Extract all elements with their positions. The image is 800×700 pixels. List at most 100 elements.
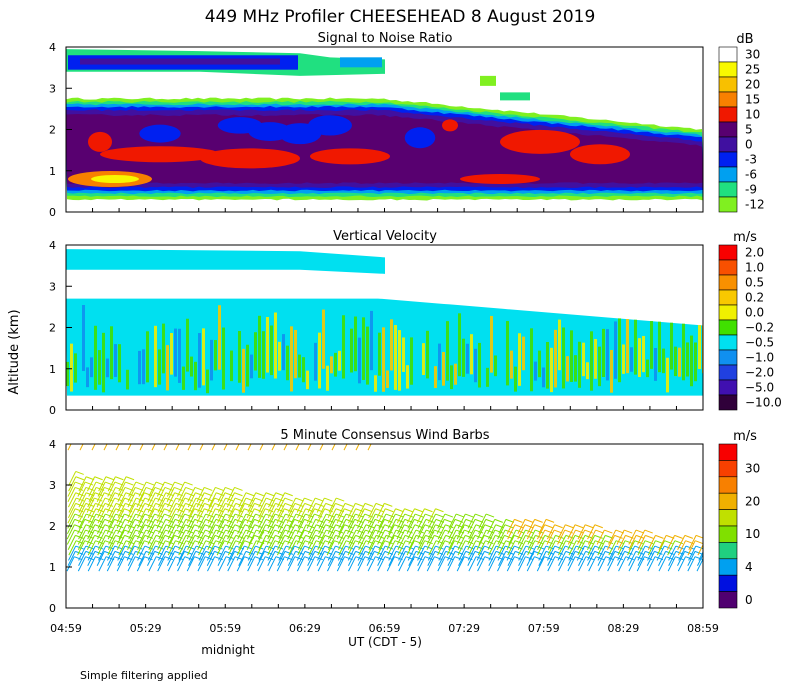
vv-streak — [114, 344, 117, 377]
wind-barb — [308, 524, 317, 540]
wind-barb — [567, 524, 576, 540]
wind-barb — [287, 524, 296, 540]
wind-barb-flag — [375, 508, 384, 513]
wind-barb — [267, 519, 276, 535]
wind-barb — [416, 508, 425, 524]
wind-barb — [67, 492, 77, 508]
wind-barb — [278, 524, 287, 540]
wind-barb — [151, 444, 156, 451]
colorbar-label: 15 — [745, 93, 760, 107]
wind-barb-flag — [364, 508, 373, 513]
wind-barb-flag — [254, 524, 263, 529]
wind-barb — [437, 524, 446, 540]
wind-barb-flag — [195, 430, 203, 433]
wind-barb — [578, 556, 587, 572]
wind-barb-flag — [655, 534, 664, 539]
vv-streak — [178, 328, 181, 383]
colorbar-label: 0.5 — [745, 276, 764, 290]
colorbar-label: 30 — [745, 48, 760, 62]
wind-barb-flag — [154, 492, 164, 497]
wind-barb — [308, 540, 317, 556]
wind-barb — [198, 545, 207, 561]
wind-barb — [577, 535, 586, 551]
wind-barb-flag — [504, 529, 514, 534]
wind-barb — [107, 535, 117, 551]
wind-barb — [367, 545, 376, 561]
wind-barb — [97, 529, 106, 545]
wind-barb-flag — [159, 430, 167, 433]
wind-barb — [618, 556, 627, 572]
wind-barb — [608, 540, 617, 556]
vv-streak — [270, 325, 273, 376]
wind-barb-flag — [704, 557, 712, 560]
wind-barb-flag — [84, 481, 94, 486]
wind-barb — [547, 535, 556, 551]
wind-barb-flag — [134, 518, 143, 523]
colorbar-label: 25 — [745, 63, 760, 77]
vv-streak — [486, 367, 489, 387]
colorbar-swatch — [718, 76, 738, 93]
wind-barb — [248, 444, 249, 445]
wind-barb — [406, 540, 415, 556]
wind-barb — [217, 513, 226, 529]
wind-barb — [378, 513, 387, 529]
wind-barb — [86, 535, 96, 551]
wind-barb — [208, 529, 217, 545]
wind-barb — [217, 497, 226, 513]
wind-barb — [152, 444, 153, 445]
wind-barb — [506, 545, 515, 561]
wind-barb — [258, 492, 267, 508]
wind-barb-flag — [265, 497, 275, 502]
wind-barb — [108, 529, 117, 545]
wind-barb — [338, 513, 347, 529]
wind-barb-flag — [575, 529, 584, 534]
wind-barb-flag — [576, 540, 585, 545]
vv-streak — [342, 315, 345, 379]
wind-barb — [267, 524, 276, 540]
wind-barb-flag — [225, 534, 234, 539]
wind-barb-flag — [95, 508, 104, 513]
wind-barb-flag — [244, 540, 253, 545]
vv-streak — [386, 370, 389, 388]
wind-barb — [426, 535, 435, 551]
snr-high-patch — [442, 119, 458, 132]
wind-barb — [567, 551, 576, 566]
wind-barb — [347, 535, 356, 551]
wind-barb-flag — [325, 513, 335, 518]
wind-barb-flag — [243, 436, 251, 439]
wind-barb — [207, 503, 216, 519]
wind-barb-flag — [207, 423, 215, 426]
wind-barb-flag — [145, 518, 154, 523]
wind-barb-flag — [615, 540, 625, 545]
wind-barb — [597, 551, 606, 566]
wind-barb — [238, 492, 247, 508]
wind-barb — [158, 524, 167, 540]
wind-barb — [92, 444, 93, 445]
wind-barb — [667, 540, 676, 556]
wind-barb — [456, 556, 465, 572]
wind-barb — [272, 444, 273, 445]
wind-barb — [187, 529, 196, 545]
wind-barb — [357, 545, 366, 561]
wind-barb-flag — [235, 534, 245, 539]
wind-barb-flag — [275, 502, 284, 507]
wind-barb — [187, 540, 196, 556]
wind-barb-flag — [255, 436, 263, 439]
wind-barb — [67, 551, 76, 566]
wind-barb-flag — [204, 486, 213, 491]
vv-streak — [162, 323, 165, 374]
wind-barb — [118, 540, 127, 556]
wind-barb-flag — [444, 518, 453, 523]
wind-barb — [295, 444, 300, 451]
wind-barb — [467, 519, 476, 535]
wind-barb — [668, 551, 677, 566]
wind-barb — [88, 487, 97, 503]
colorbar-swatch — [718, 46, 738, 63]
wind-barb-flag — [415, 550, 425, 555]
wind-barb — [347, 503, 356, 519]
wind-barb — [267, 503, 276, 519]
wind-barb — [260, 444, 261, 445]
vv-streak — [658, 321, 661, 373]
wind-barb — [347, 545, 356, 561]
wind-barb — [407, 524, 416, 540]
